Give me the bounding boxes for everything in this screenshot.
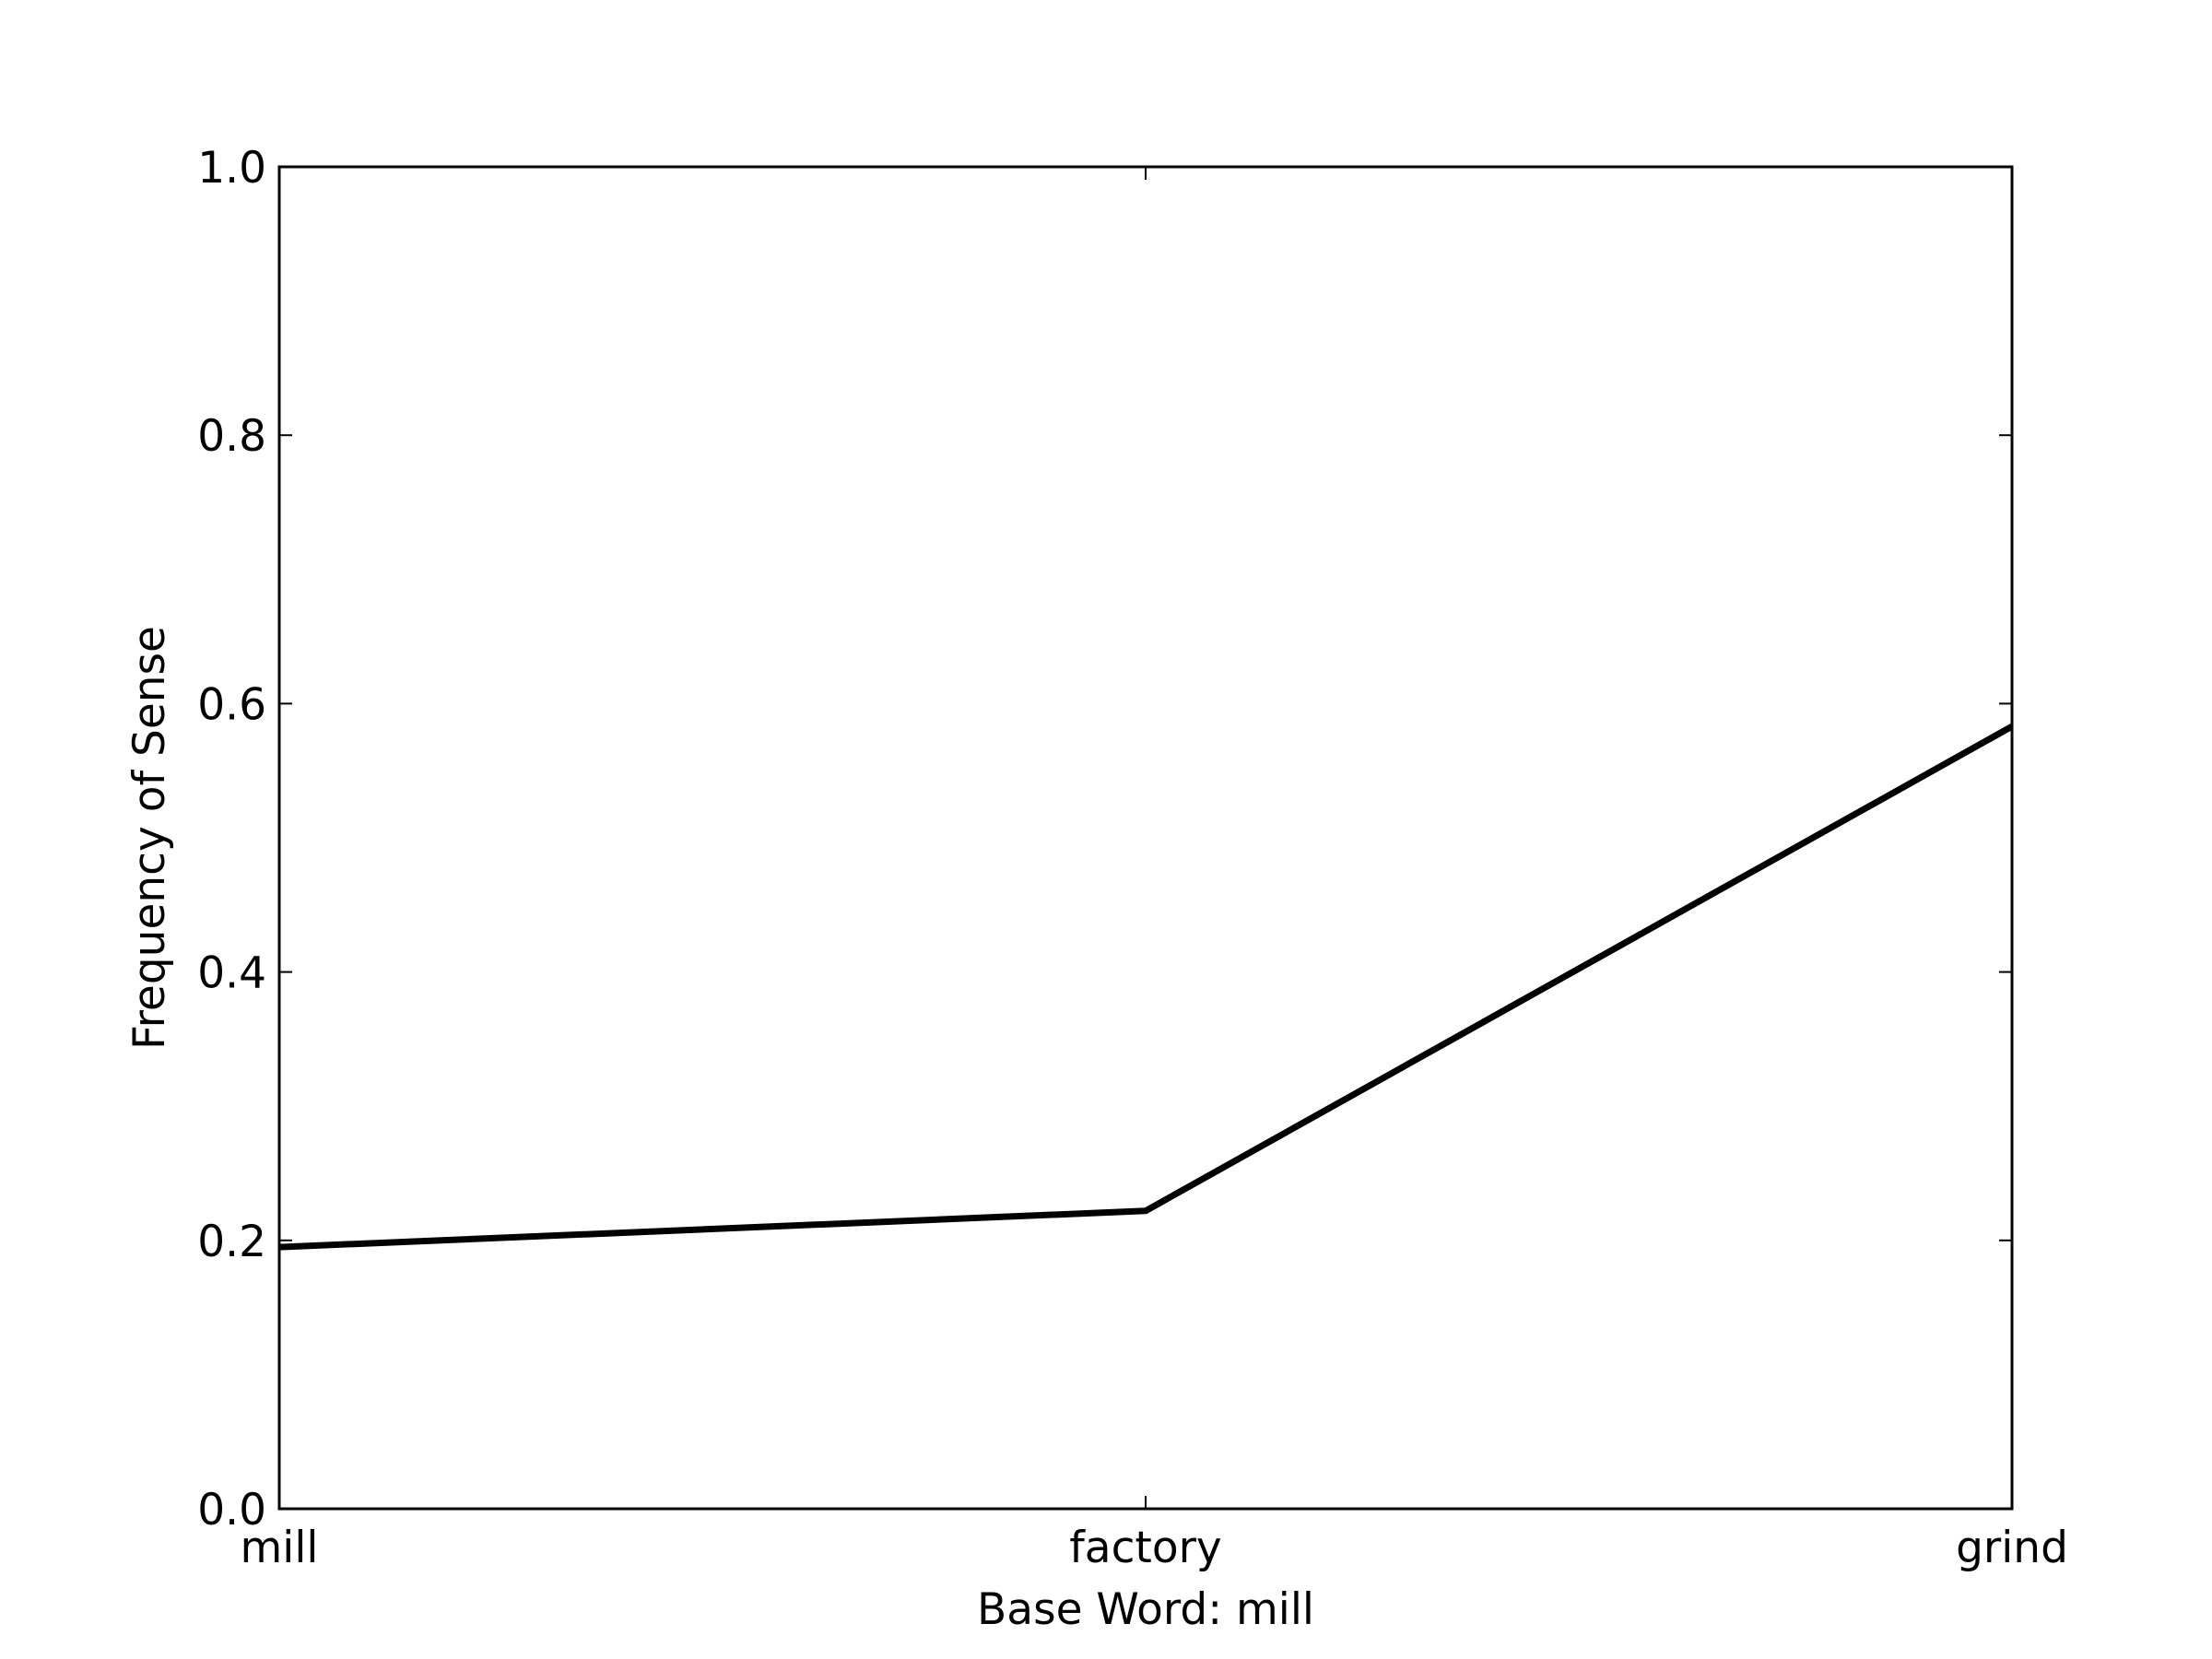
series-line-0 <box>278 724 2014 1251</box>
x-ticks: mill factory grind <box>241 167 2068 1573</box>
x-tick-label-grind: grind <box>1956 1523 2068 1573</box>
x-tick-label-mill: mill <box>241 1523 319 1573</box>
x-tick-label-factory: factory <box>1069 1523 1222 1573</box>
x-axis-label: Base Word: mill <box>977 1584 1314 1635</box>
data-point-mill <box>278 1246 280 1248</box>
y-tick-label: 0.2 <box>197 1217 266 1267</box>
series-group <box>278 724 2014 1251</box>
y-tick-label: 0.8 <box>197 411 266 462</box>
y-ticks: 0.0 0.2 0.4 0.6 0.8 1.0 <box>197 143 2012 1535</box>
y-tick-label: 0.0 <box>197 1485 266 1535</box>
plot-frame <box>277 165 2014 1511</box>
y-axis-label: Frequency of Sense <box>124 626 175 1050</box>
y-tick-label: 1.0 <box>197 143 266 194</box>
data-point-grind <box>2011 725 2013 727</box>
y-tick-label: 0.4 <box>197 948 266 999</box>
y-tick-label: 0.6 <box>197 679 266 730</box>
data-point-factory <box>1145 1210 1147 1212</box>
